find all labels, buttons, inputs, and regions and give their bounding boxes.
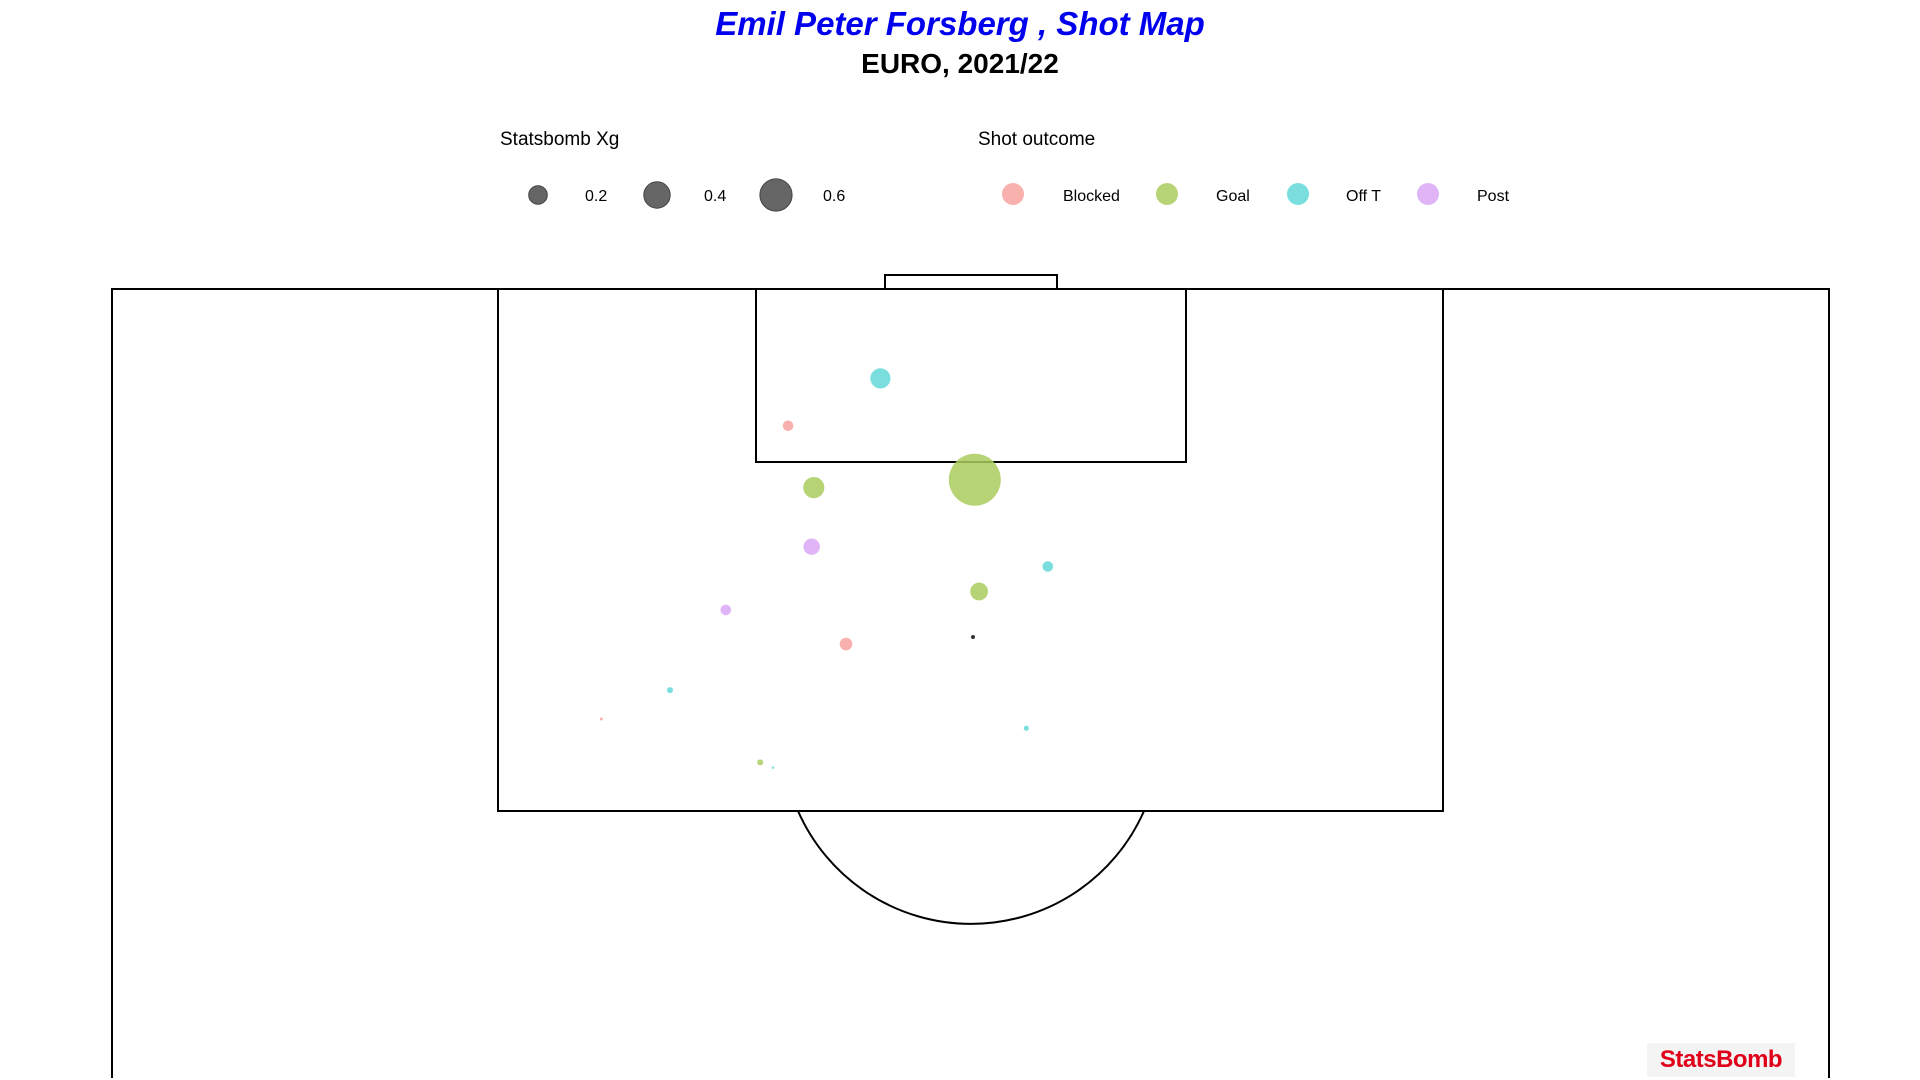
- xg-legend-label-3: 0.6: [823, 188, 845, 205]
- outcome-legend-label-2: Goal: [1216, 188, 1250, 205]
- xg-size-legend: Statsbomb Xg 0.2 0.4 0.6: [500, 129, 845, 212]
- xg-legend-circle-2: [643, 181, 671, 209]
- shot-point-14: [771, 766, 775, 769]
- outcome-legend-items: Blocked Goal Off T Post: [1002, 183, 1510, 205]
- shot-point-3: [803, 477, 825, 499]
- shot-point-8: [720, 604, 732, 616]
- outcome-legend-label-1: Blocked: [1063, 188, 1120, 205]
- goal: [884, 274, 1058, 290]
- shot-point-4: [948, 453, 1001, 506]
- shot-point-7: [970, 582, 988, 601]
- shot-point-2: [782, 420, 794, 432]
- six-yard-box: [755, 288, 1187, 463]
- outcome-legend-swatch-2: [1156, 183, 1178, 205]
- shot-point-5: [803, 538, 820, 555]
- outcome-legend: Shot outcome Blocked Goal Off T Post: [978, 129, 1510, 205]
- xg-legend-title: Statsbomb Xg: [500, 129, 619, 150]
- outcome-legend-swatch-1: [1002, 183, 1024, 205]
- shot-points: [599, 368, 1054, 769]
- penalty-area: [497, 288, 1444, 812]
- shot-point-6: [1042, 561, 1054, 572]
- statsbomb-logo: StatsBomb: [1647, 1043, 1795, 1077]
- outcome-legend-swatch-4: [1417, 183, 1439, 205]
- shot-point-11: [599, 717, 603, 721]
- xg-legend-circle-3: [759, 178, 793, 212]
- chart-subtitle: EURO, 2021/22: [861, 48, 1059, 79]
- penalty-arc: [797, 810, 1145, 925]
- outcome-legend-label-3: Off T: [1346, 188, 1381, 205]
- outcome-legend-swatch-3: [1287, 183, 1309, 205]
- chart-title: Emil Peter Forsberg , Shot Map: [715, 5, 1205, 42]
- shot-point-10: [667, 687, 673, 694]
- xg-legend-circle-1: [528, 185, 548, 205]
- pitch-outline: [111, 288, 1830, 1078]
- pitch: [111, 274, 1830, 1078]
- xg-legend-label-2: 0.4: [704, 188, 726, 205]
- xg-legend-items: 0.2 0.4 0.6: [528, 178, 845, 212]
- outcome-legend-title: Shot outcome: [978, 129, 1095, 150]
- outcome-legend-label-4: Post: [1477, 188, 1510, 205]
- xg-legend-label-1: 0.2: [585, 188, 607, 205]
- shot-point-13: [757, 759, 764, 766]
- shot-point-12: [1023, 725, 1029, 731]
- shot-point-1: [870, 368, 891, 389]
- shot-point-9: [839, 637, 853, 651]
- focus-dot: [971, 635, 975, 639]
